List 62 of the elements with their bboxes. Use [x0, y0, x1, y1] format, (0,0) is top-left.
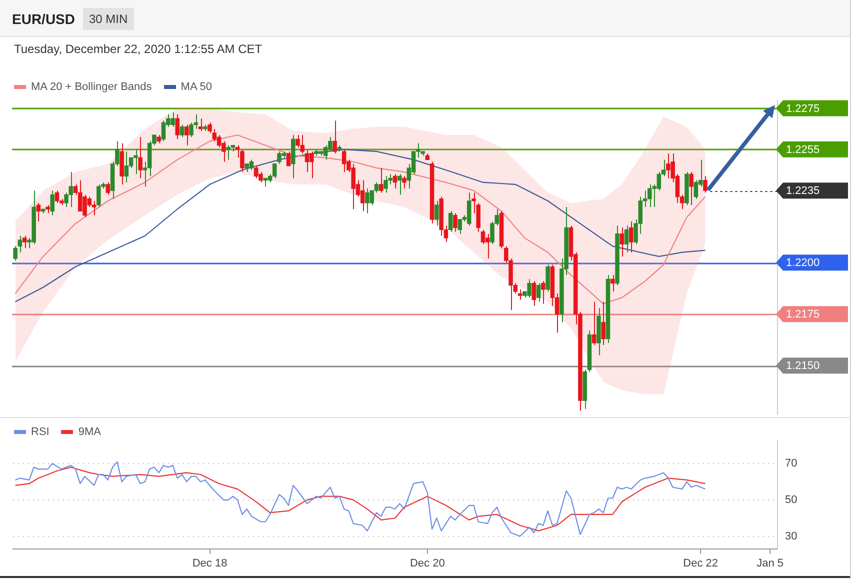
candlestick: [360, 180, 365, 212]
candlestick: [541, 280, 546, 304]
chart-title: EUR/USD: [12, 11, 76, 27]
candlestick: [124, 150, 129, 183]
candlestick: [332, 120, 337, 154]
candlestick: [18, 235, 22, 253]
candlestick: [592, 301, 596, 346]
y-tick-label: 1.2275: [786, 102, 820, 115]
candlestick: [485, 233, 490, 260]
text: Tuesday, December 22, 2020 1:12:55 AM CET: [14, 42, 262, 56]
candlestick: [13, 246, 18, 262]
candlestick: [402, 176, 406, 190]
x-tick-label: Jan 5: [756, 558, 784, 570]
y-tick-label: 1.2200: [786, 257, 820, 270]
candlestick: [138, 136, 142, 179]
candlestick: [175, 114, 180, 140]
candlestick: [689, 172, 694, 206]
candlestick: [480, 229, 486, 245]
candlestick: [466, 192, 472, 226]
legend-label: MA 20 + Bollinger Bands: [30, 81, 152, 93]
candlestick: [392, 174, 398, 190]
candlestick: [536, 282, 541, 302]
y-tick-label: 70: [785, 458, 798, 470]
candlestick: [22, 235, 27, 249]
legend-label: 9MA: [77, 426, 101, 438]
y-tick-label: 1.2150: [786, 360, 820, 372]
legend-label: MA 50: [180, 81, 212, 93]
candlestick: [601, 301, 606, 346]
candlestick: [106, 182, 110, 196]
candlestick: [36, 202, 41, 222]
candlestick: [161, 120, 166, 142]
candlestick: [272, 163, 277, 179]
candlestick: [610, 274, 615, 292]
y-tick-label: 1.2175: [786, 308, 820, 321]
candlestick: [434, 200, 439, 226]
candlestick: [453, 212, 458, 232]
candlestick: [398, 174, 402, 196]
x-tick-label: Dec 20: [410, 558, 445, 570]
legend-label: RSI: [30, 426, 50, 438]
candlestick: [546, 264, 550, 292]
x-tick-label: Dec 18: [192, 558, 228, 570]
candlestick: [180, 124, 184, 138]
chart-subtitle: 30 MIN: [83, 8, 134, 30]
candlestick: [448, 210, 453, 232]
y-tick-label: 1.2235: [786, 185, 820, 198]
candlestick: [378, 167, 384, 194]
candlestick: [240, 148, 244, 173]
candlestick: [184, 124, 189, 146]
candlestick: [694, 180, 698, 200]
x-tick-label: Dec 22: [683, 558, 718, 570]
candlestick: [518, 288, 522, 300]
candlestick: [286, 150, 291, 166]
candlestick: [92, 200, 96, 216]
candlestick: [629, 220, 634, 253]
y-tick-label: 30: [785, 530, 798, 542]
candlestick: [624, 225, 629, 253]
y-tick-label: 1.2255: [786, 144, 820, 156]
candlestick: [620, 227, 624, 257]
candlestick: [532, 280, 536, 306]
candlestick: [50, 190, 54, 216]
y-tick-label: 50: [785, 494, 798, 506]
candlestick: [703, 176, 708, 194]
